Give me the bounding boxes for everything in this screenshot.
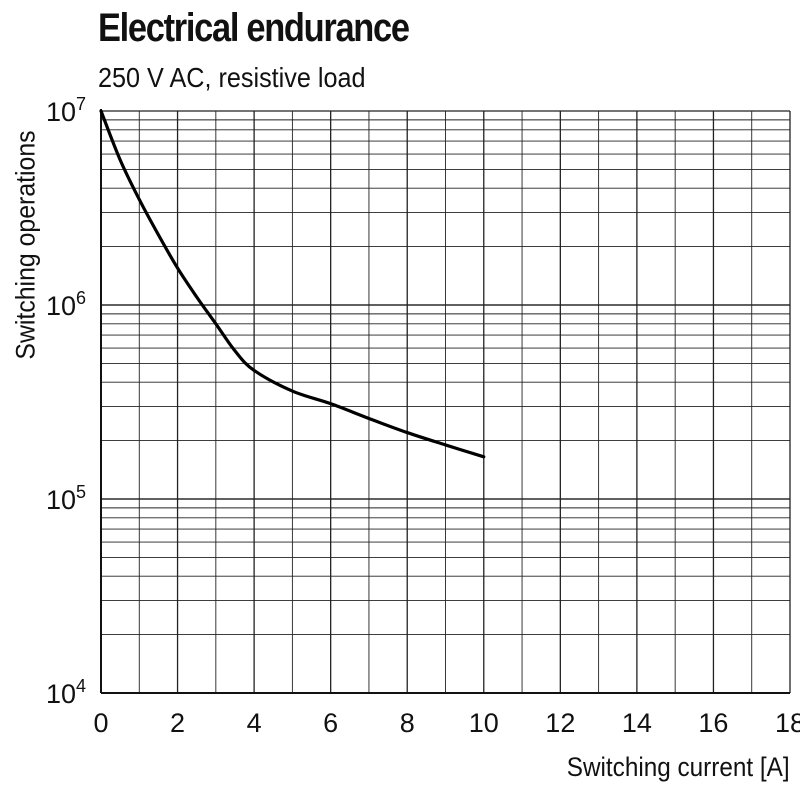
x-axis-label: Switching current [A] xyxy=(567,752,790,782)
x-tick-label: 10 xyxy=(469,708,499,738)
endurance-curve xyxy=(99,109,486,459)
x-tick-label: 4 xyxy=(247,708,262,738)
chart-title: Electrical endurance xyxy=(98,6,410,50)
y-tick-label: 107 xyxy=(46,94,86,127)
x-tick-label: 6 xyxy=(323,708,338,738)
x-tick-label: 0 xyxy=(93,708,108,738)
x-tick-label: 2 xyxy=(170,708,185,738)
x-tick-label: 18 xyxy=(775,708,800,738)
x-tick-label: 16 xyxy=(698,708,728,738)
x-tick-label: 14 xyxy=(622,708,652,738)
chart-subtitle: 250 V AC, resistive load xyxy=(98,62,366,93)
y-tick-label: 106 xyxy=(46,288,86,321)
y-tick-label: 104 xyxy=(46,676,86,709)
x-tick-label: 12 xyxy=(545,708,575,738)
y-tick-label: 105 xyxy=(46,482,86,515)
x-tick-label: 8 xyxy=(400,708,415,738)
